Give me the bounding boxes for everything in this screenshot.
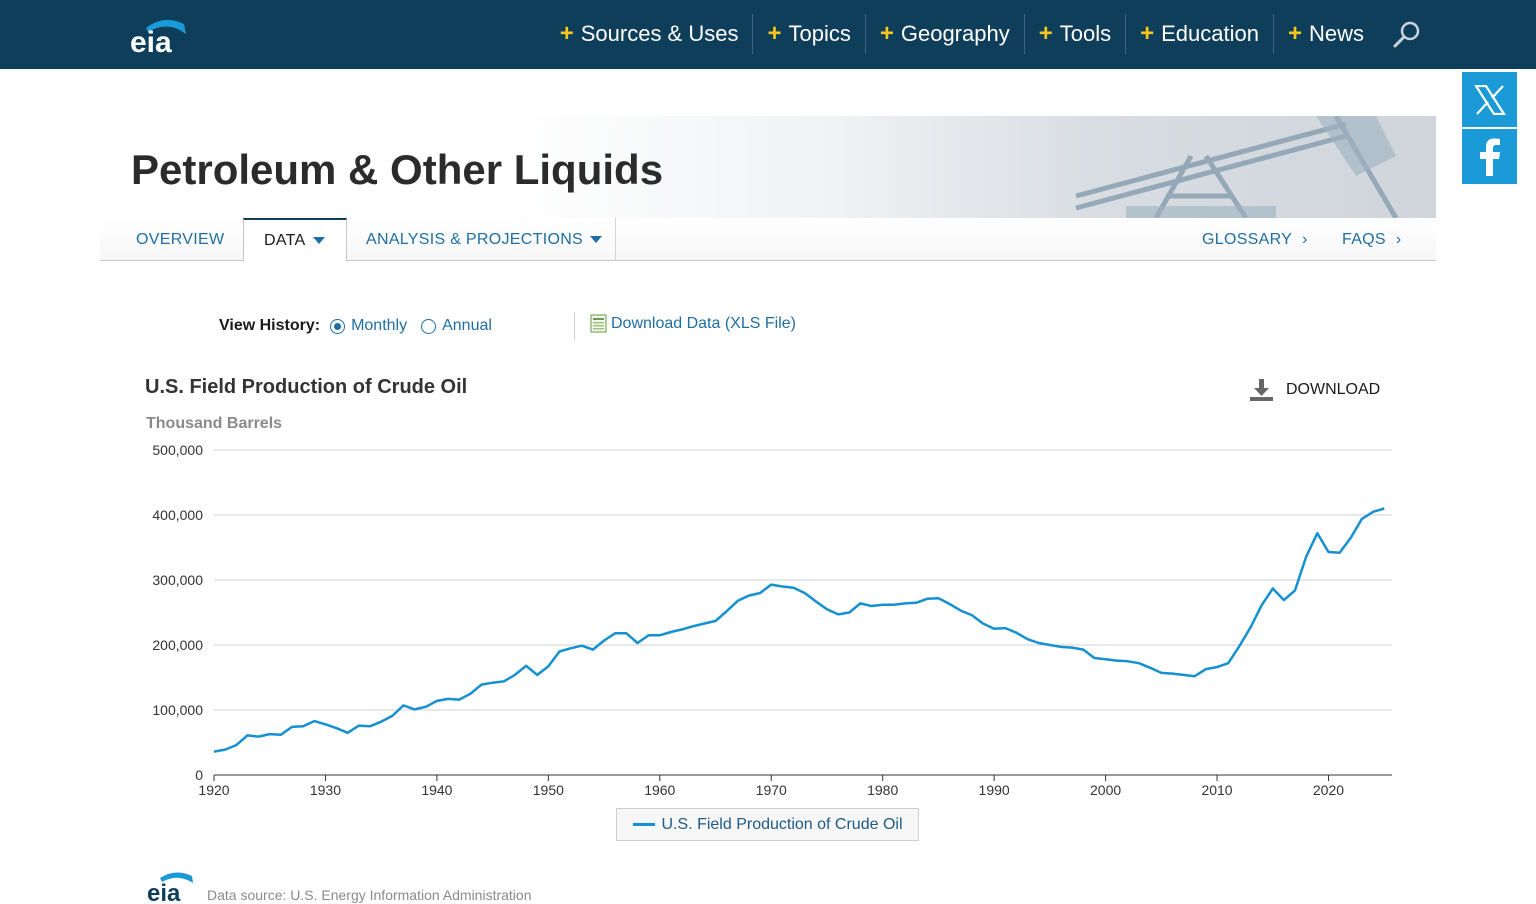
- tab-label: DATA: [264, 231, 306, 249]
- nav-label: Sources & Uses: [580, 21, 739, 46]
- x-tick-label: 2020: [1313, 782, 1344, 796]
- search-icon[interactable]: [1392, 20, 1422, 50]
- series-line: [213, 507, 1385, 753]
- x-tick-label: 1940: [421, 782, 452, 796]
- nav-label: Education: [1161, 21, 1259, 46]
- tab-label: ANALYSIS & PROJECTIONS: [366, 230, 584, 248]
- nav-sources-uses[interactable]: + Sources & Uses: [546, 14, 753, 54]
- nav-label: News: [1308, 21, 1364, 46]
- x-tick-label: 1960: [644, 782, 675, 796]
- annual-label[interactable]: Annual: [442, 317, 492, 334]
- tab-overview[interactable]: OVERVIEW: [136, 218, 224, 261]
- caret-down-icon: [312, 237, 325, 244]
- x-tick-label: 1920: [198, 782, 229, 796]
- glossary-link[interactable]: GLOSSARY ›: [1202, 218, 1308, 261]
- twitter-share-button[interactable]: [1462, 72, 1517, 127]
- faqs-link[interactable]: FAQS ›: [1342, 218, 1402, 261]
- chart-units-label: Thousand Barrels: [146, 415, 283, 432]
- tab-label: OVERVIEW: [136, 230, 225, 248]
- x-tick-label: 1970: [756, 782, 787, 796]
- spreadsheet-icon: [590, 314, 607, 333]
- chart-title: U.S. Field Production of Crude Oil: [145, 376, 468, 398]
- monthly-radio[interactable]: [330, 318, 346, 334]
- annual-radio[interactable]: [421, 318, 437, 334]
- nav-label: Geography: [900, 21, 1010, 46]
- footer-logo-text: eia: [147, 880, 181, 904]
- nav-geography[interactable]: + Geography: [864, 14, 1024, 54]
- chart-download-button[interactable]: DOWNLOAD: [1249, 378, 1380, 402]
- chevron-right-icon: ›: [1302, 230, 1308, 248]
- download-icon: [1250, 379, 1273, 401]
- nav-label: Tools: [1059, 21, 1112, 46]
- y-tick-label: 100,000: [152, 702, 203, 718]
- y-tick-label: 0: [195, 767, 203, 783]
- chart-legend-item[interactable]: U.S. Field Production of Crude Oil: [616, 808, 919, 841]
- y-tick-label: 300,000: [152, 572, 203, 588]
- legend-swatch: [632, 823, 655, 826]
- caret-down-icon: [590, 236, 603, 243]
- y-tick-label: 500,000: [152, 442, 203, 458]
- download-xls-link[interactable]: Download Data (XLS File): [590, 314, 796, 333]
- link-label: FAQS: [1342, 230, 1386, 248]
- y-tick-label: 200,000: [152, 637, 203, 653]
- x-tick-label: 1950: [533, 782, 564, 796]
- plus-icon: +: [1038, 20, 1053, 47]
- nav-label: Topics: [788, 21, 851, 46]
- chevron-right-icon: ›: [1395, 230, 1402, 248]
- x-tick-label: 2010: [1201, 782, 1232, 796]
- download-xls-label: Download Data (XLS File): [611, 314, 796, 332]
- eia-logo[interactable]: eia: [128, 12, 190, 56]
- facebook-share-button[interactable]: [1462, 129, 1517, 184]
- facebook-logo-icon: [1479, 138, 1500, 176]
- plus-icon: +: [767, 20, 782, 47]
- x-tick-label: 1930: [310, 782, 341, 796]
- download-label: DOWNLOAD: [1286, 381, 1381, 398]
- nav-tools[interactable]: + Tools: [1023, 14, 1125, 54]
- nav-news[interactable]: + News: [1272, 14, 1378, 54]
- plus-icon: +: [1140, 20, 1155, 47]
- tab-analysis-projections[interactable]: ANALYSIS & PROJECTIONS: [366, 218, 603, 261]
- y-tick-label: 400,000: [152, 507, 203, 523]
- crude-oil-production-chart: 0 100,000 200,000 300,000 400,000 500,000 1920…: [152, 442, 1392, 796]
- nav-topics[interactable]: + Topics: [752, 14, 864, 54]
- legend-label: U.S. Field Production of Crude Oil: [661, 815, 903, 833]
- x-tick-label: 2000: [1090, 782, 1121, 796]
- page-title: Petroleum & Other Liquids: [131, 146, 664, 193]
- view-history-controls: View History: Monthly Annual: [219, 314, 506, 338]
- x-tick-label: 1990: [979, 782, 1010, 796]
- logo-text: eia: [130, 26, 172, 56]
- x-tick-label: 1980: [867, 782, 898, 796]
- plus-icon: +: [559, 20, 574, 47]
- tab-data[interactable]: DATA: [243, 218, 347, 262]
- view-history-label: View History:: [219, 317, 321, 334]
- main-nav: + Sources & Uses + Topics + Geography + Tool…: [546, 14, 1378, 54]
- nav-education[interactable]: + Education: [1125, 14, 1273, 54]
- section-tabs: OVERVIEW DATA ANALYSIS & PROJECTIONS GLO…: [100, 218, 1436, 262]
- footer-eia-logo: eia: [147, 872, 193, 904]
- controls-divider: [574, 312, 575, 340]
- top-navigation-bar: eia + Sources & Uses + Topics + Geography +…: [0, 0, 1536, 69]
- monthly-label[interactable]: Monthly: [351, 317, 408, 334]
- link-label: GLOSSARY: [1202, 230, 1293, 248]
- data-source-note: Data source: U.S. Energy Information Adm…: [207, 887, 532, 903]
- pumpjack-illustration: [1075, 116, 1399, 218]
- plus-icon: +: [879, 20, 894, 47]
- plus-icon: +: [1287, 20, 1302, 47]
- tab-divider: [615, 218, 616, 261]
- page-banner: Petroleum & Other Liquids: [100, 116, 1436, 218]
- x-logo-icon: [1473, 84, 1506, 115]
